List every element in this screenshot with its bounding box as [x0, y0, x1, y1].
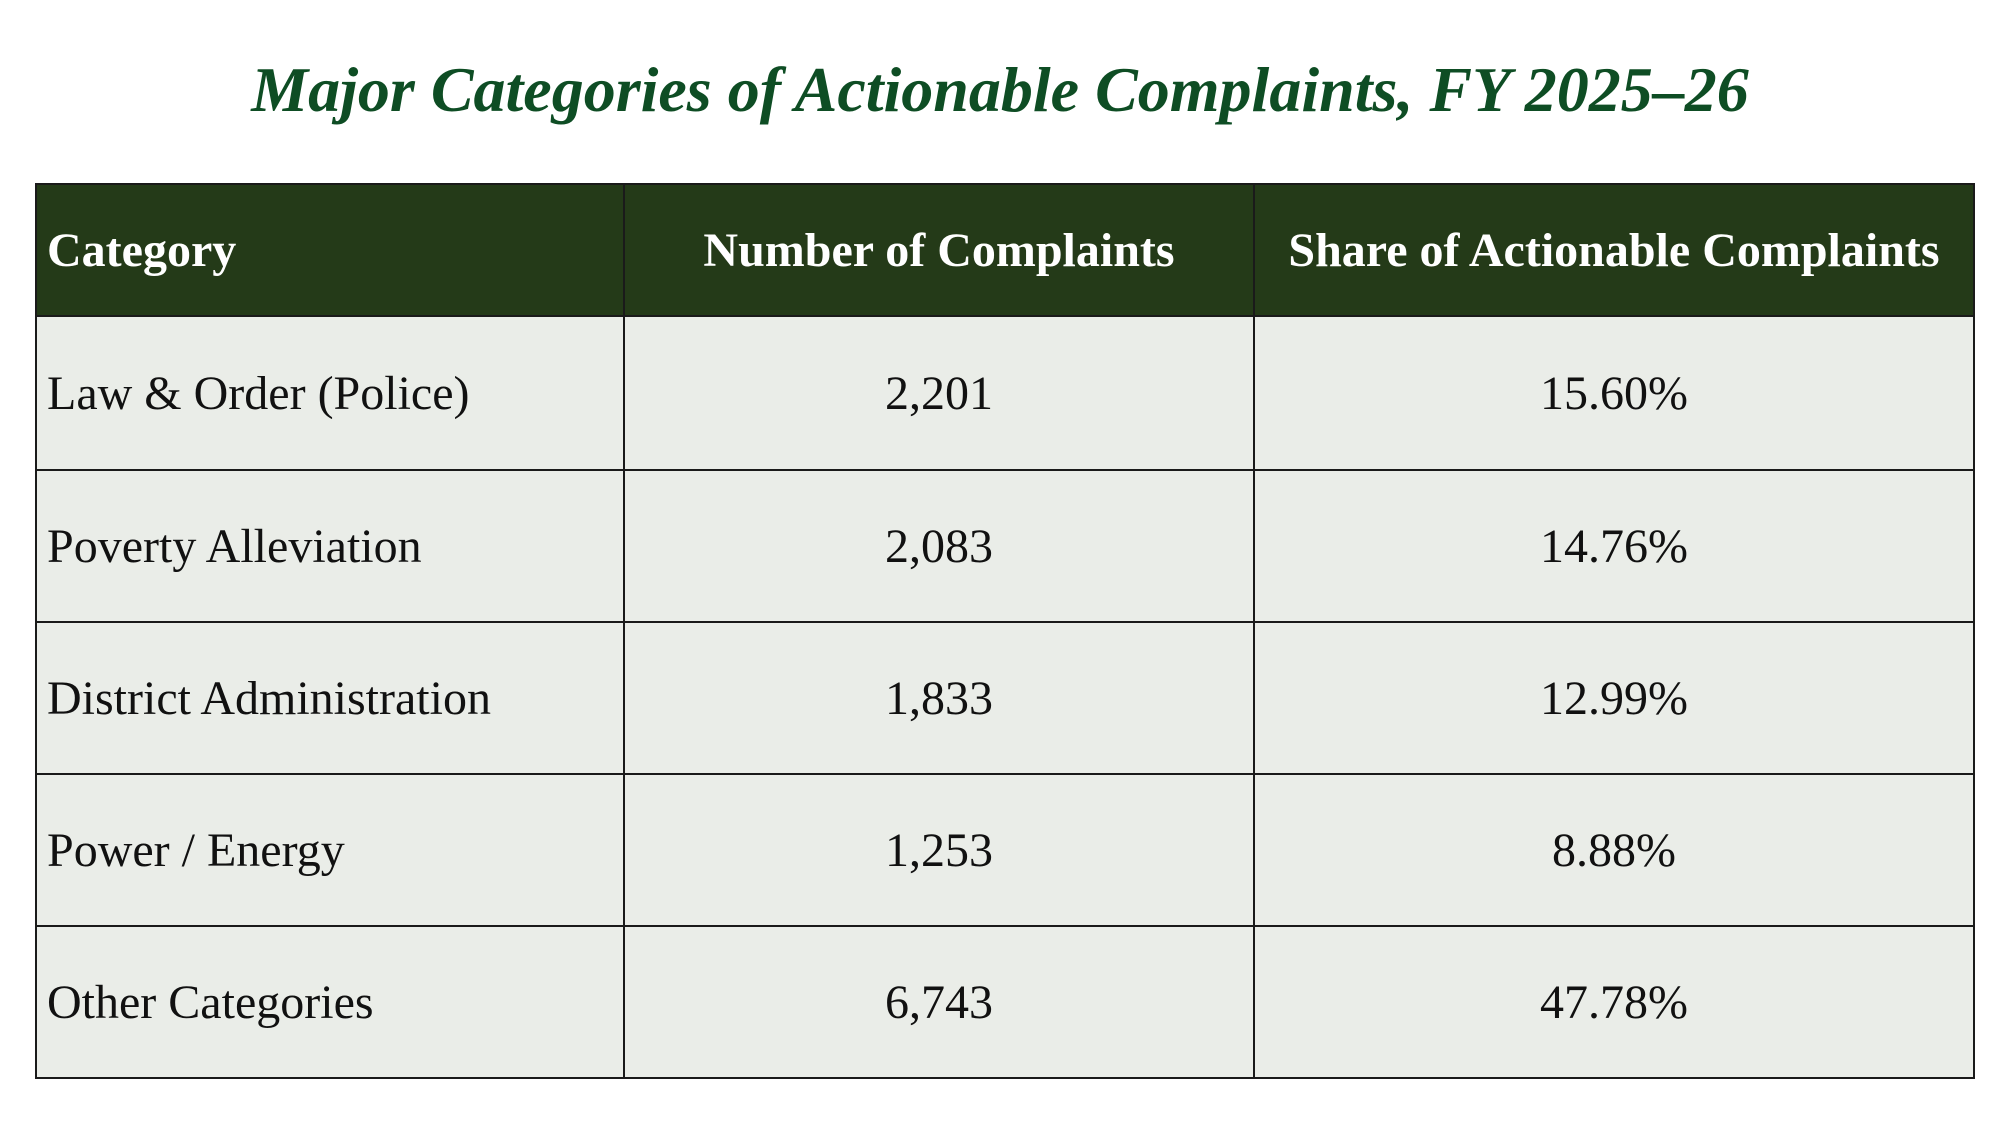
cell-number: 2,083	[623, 469, 1255, 623]
cell-number: 2,201	[623, 315, 1255, 471]
table-row: Poverty Alleviation 2,083 14.76%	[35, 469, 1975, 623]
table-row: Power / Energy 1,253 8.88%	[35, 773, 1975, 927]
cell-number: 1,253	[623, 773, 1255, 927]
cell-share: 8.88%	[1253, 773, 1975, 927]
cell-share: 15.60%	[1253, 315, 1975, 471]
header-number-of-complaints: Number of Complaints	[623, 183, 1255, 317]
cell-category: Other Categories	[35, 925, 625, 1079]
header-category: Category	[35, 183, 625, 317]
cell-number: 1,833	[623, 621, 1255, 775]
table-row: Law & Order (Police) 2,201 15.60%	[35, 315, 1975, 471]
header-share-of-complaints: Share of Actionable Complaints	[1253, 183, 1975, 317]
cell-category: Poverty Alleviation	[35, 469, 625, 623]
cell-share: 12.99%	[1253, 621, 1975, 775]
table-header-row: Category Number of Complaints Share of A…	[35, 183, 1975, 317]
complaints-table: Category Number of Complaints Share of A…	[35, 183, 1975, 1079]
page-title: Major Categories of Actionable Complaint…	[251, 54, 1749, 125]
table-row: Other Categories 6,743 47.78%	[35, 925, 1975, 1079]
cell-number: 6,743	[623, 925, 1255, 1079]
cell-share: 47.78%	[1253, 925, 1975, 1079]
cell-category: District Administration	[35, 621, 625, 775]
cell-category: Power / Energy	[35, 773, 625, 927]
cell-share: 14.76%	[1253, 469, 1975, 623]
table-row: District Administration 1,833 12.99%	[35, 621, 1975, 775]
cell-category: Law & Order (Police)	[35, 315, 625, 471]
